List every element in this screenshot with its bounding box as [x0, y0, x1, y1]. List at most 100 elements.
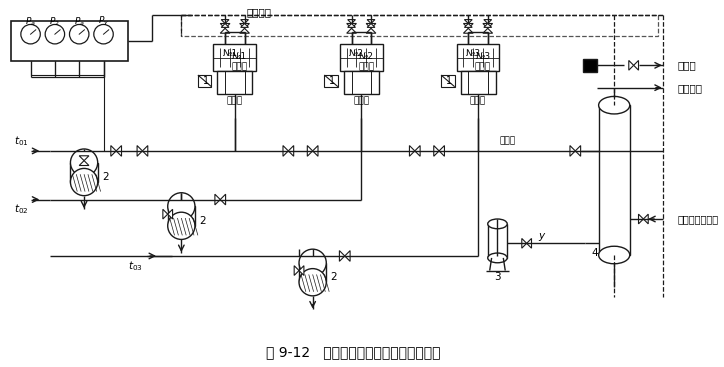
Polygon shape	[483, 28, 492, 33]
Ellipse shape	[168, 212, 195, 239]
Bar	[457, 44, 500, 71]
Text: 去冷凝器: 去冷凝器	[678, 83, 702, 93]
Polygon shape	[366, 28, 376, 33]
Text: 3: 3	[494, 272, 501, 282]
Text: 去冲霜: 去冲霜	[678, 60, 696, 70]
Bar	[70, 163, 98, 182]
Polygon shape	[137, 146, 143, 156]
Bar	[460, 71, 495, 94]
Polygon shape	[348, 19, 355, 23]
Circle shape	[21, 25, 41, 44]
Text: 4: 4	[592, 248, 598, 258]
Text: $t_{02}$: $t_{02}$	[14, 202, 28, 216]
Ellipse shape	[168, 193, 195, 220]
Polygon shape	[463, 23, 473, 28]
Polygon shape	[634, 61, 639, 70]
Polygon shape	[220, 28, 230, 33]
Text: $P_a$: $P_a$	[25, 15, 36, 28]
Polygon shape	[215, 194, 220, 205]
Polygon shape	[347, 23, 356, 28]
Polygon shape	[220, 194, 226, 205]
Ellipse shape	[488, 219, 508, 229]
Polygon shape	[240, 23, 248, 28]
Polygon shape	[570, 146, 576, 156]
Text: 压缩机: 压缩机	[353, 96, 369, 105]
Bar	[214, 44, 256, 71]
Ellipse shape	[70, 168, 98, 196]
Circle shape	[94, 25, 113, 44]
Ellipse shape	[70, 149, 98, 176]
Bar	[181, 15, 658, 36]
Text: №2: №2	[349, 49, 364, 58]
Ellipse shape	[488, 253, 508, 263]
Bar	[198, 75, 211, 87]
Text: $P_a$: $P_a$	[74, 15, 85, 28]
Text: 1: 1	[203, 76, 209, 86]
Polygon shape	[345, 251, 350, 261]
Text: 压缩机: 压缩机	[499, 137, 515, 146]
Text: №1
压缩机: №1 压缩机	[232, 52, 248, 71]
Polygon shape	[434, 146, 439, 156]
Polygon shape	[526, 239, 531, 248]
Bar	[599, 105, 630, 255]
Text: 2: 2	[199, 216, 206, 226]
Text: №2
压缩机: №2 压缩机	[358, 52, 374, 71]
Polygon shape	[415, 146, 420, 156]
Polygon shape	[367, 23, 375, 28]
Text: 接冷凝器: 接冷凝器	[247, 7, 272, 17]
Polygon shape	[111, 146, 116, 156]
Polygon shape	[644, 214, 648, 224]
Polygon shape	[576, 146, 581, 156]
Circle shape	[70, 25, 89, 44]
Text: $P_2$: $P_2$	[49, 15, 60, 28]
Polygon shape	[366, 23, 376, 28]
Polygon shape	[484, 23, 492, 28]
Polygon shape	[628, 61, 634, 70]
Polygon shape	[410, 146, 415, 156]
Text: №1: №1	[222, 49, 237, 58]
Text: 图 9-12   有三种蒸发温度的单级压缩系统: 图 9-12 有三种蒸发温度的单级压缩系统	[266, 345, 441, 359]
Polygon shape	[288, 146, 294, 156]
Bar	[340, 44, 383, 71]
Polygon shape	[464, 23, 472, 28]
Polygon shape	[522, 239, 526, 248]
Polygon shape	[79, 161, 89, 166]
Bar	[488, 224, 508, 258]
Polygon shape	[240, 28, 250, 33]
Polygon shape	[484, 19, 492, 23]
Polygon shape	[294, 266, 299, 275]
Text: 1: 1	[329, 76, 335, 86]
Ellipse shape	[299, 249, 327, 276]
Polygon shape	[639, 214, 644, 224]
Polygon shape	[168, 209, 172, 219]
Text: $t_{01}$: $t_{01}$	[14, 134, 28, 148]
Bar	[324, 75, 338, 87]
Bar	[299, 263, 327, 282]
Ellipse shape	[599, 246, 630, 264]
Polygon shape	[220, 23, 230, 28]
Polygon shape	[116, 146, 122, 156]
Polygon shape	[143, 146, 148, 156]
Text: 1: 1	[446, 76, 452, 86]
Ellipse shape	[299, 269, 327, 296]
Polygon shape	[307, 146, 313, 156]
Polygon shape	[222, 19, 229, 23]
Text: $P_y$: $P_y$	[98, 15, 109, 28]
Polygon shape	[464, 19, 472, 23]
Polygon shape	[283, 146, 288, 156]
Polygon shape	[299, 266, 304, 275]
Text: y: y	[538, 230, 544, 240]
Polygon shape	[163, 209, 168, 219]
Polygon shape	[240, 19, 248, 23]
Polygon shape	[348, 23, 355, 28]
Polygon shape	[463, 28, 473, 33]
Text: 接冷凝器出液管: 接冷凝器出液管	[678, 214, 718, 224]
Bar	[11, 21, 128, 61]
Bar	[441, 75, 455, 87]
Polygon shape	[483, 23, 492, 28]
Polygon shape	[313, 146, 318, 156]
Polygon shape	[367, 19, 375, 23]
Polygon shape	[347, 28, 356, 33]
Ellipse shape	[599, 97, 630, 114]
Text: 压缩机: 压缩机	[470, 96, 486, 105]
